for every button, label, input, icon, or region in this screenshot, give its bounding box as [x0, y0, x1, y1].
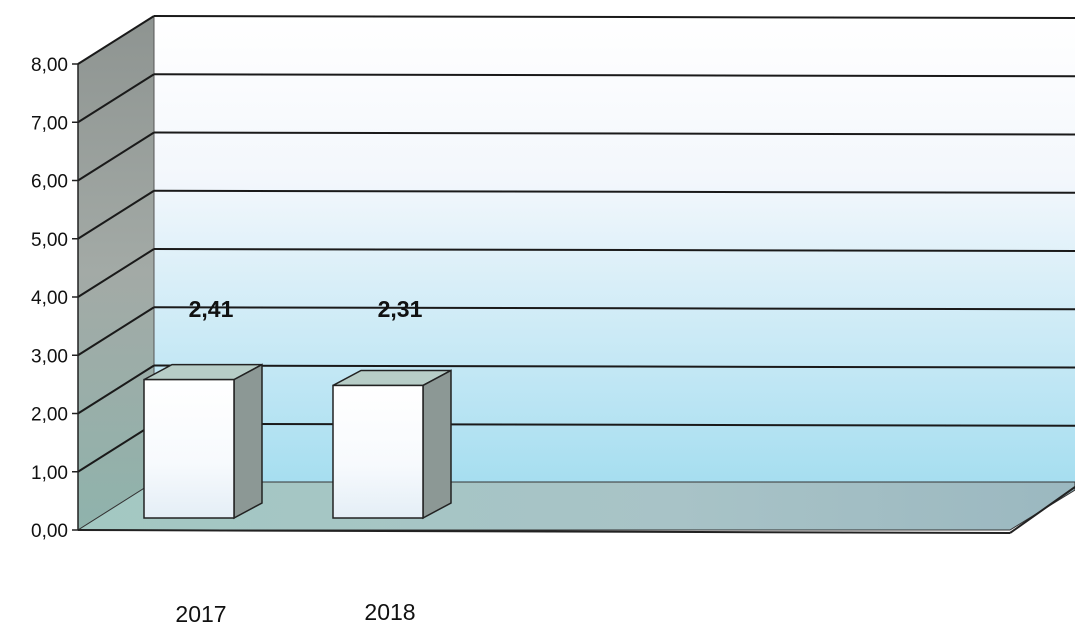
y-tick-label-8: 8,00 [31, 55, 68, 76]
gridline-side-6 [77, 131, 155, 182]
data-label-2017: 2,41 [189, 296, 234, 322]
y-tick-label-0: 0,00 [31, 521, 68, 542]
bar-side [422, 369, 452, 520]
y-tick-label-3: 3,00 [31, 346, 68, 367]
bar-2017 [143, 363, 263, 520]
floor [76, 481, 1075, 531]
x-tick-label-2017: 2017 [175, 601, 226, 627]
y-tick-label-7: 7,00 [31, 113, 68, 134]
gridline-back-4 [153, 248, 1075, 252]
y-tick-label-1: 1,00 [31, 463, 68, 484]
y-tick-label-2: 2,00 [31, 405, 68, 426]
floor-right-edge [1009, 486, 1075, 534]
bar-front [143, 378, 235, 519]
y-tick-label-5: 5,00 [31, 230, 68, 251]
y-tick-label-4: 4,00 [31, 288, 68, 309]
gridline-side-1 [77, 422, 155, 473]
grid-lines [77, 15, 1075, 473]
gridline-side-2 [77, 364, 155, 415]
gridline-back-1 [153, 422, 1075, 427]
gridline-back-5 [153, 189, 1075, 194]
gridline-back-8 [153, 15, 1075, 19]
gridline-side-8 [77, 15, 155, 65]
bars [143, 363, 452, 520]
data-label-2018: 2,31 [378, 296, 423, 322]
gridline-back-7 [153, 73, 1075, 78]
y-tick-label-6: 6,00 [31, 172, 68, 193]
gridline-back-6 [153, 131, 1075, 136]
gridline-side-7 [77, 73, 155, 124]
x-tick-label-2018: 2018 [364, 599, 415, 625]
y-axis: 0,00 1,00 2,00 3,00 4,00 5,00 6,00 7,00 8,00 [31, 55, 79, 542]
bar-2018 [332, 369, 452, 520]
labels: 2,41 2017 2,31 2018 [175, 296, 422, 627]
gridline-back-2 [153, 364, 1075, 369]
bar-front [332, 384, 424, 519]
floor-front-edge [77, 529, 1011, 534]
gridline-side-4 [77, 248, 155, 298]
bar-side [233, 363, 263, 520]
gridline-side-3 [77, 306, 155, 357]
gridline-side-5 [77, 189, 155, 240]
gridline-back-3 [153, 306, 1075, 311]
